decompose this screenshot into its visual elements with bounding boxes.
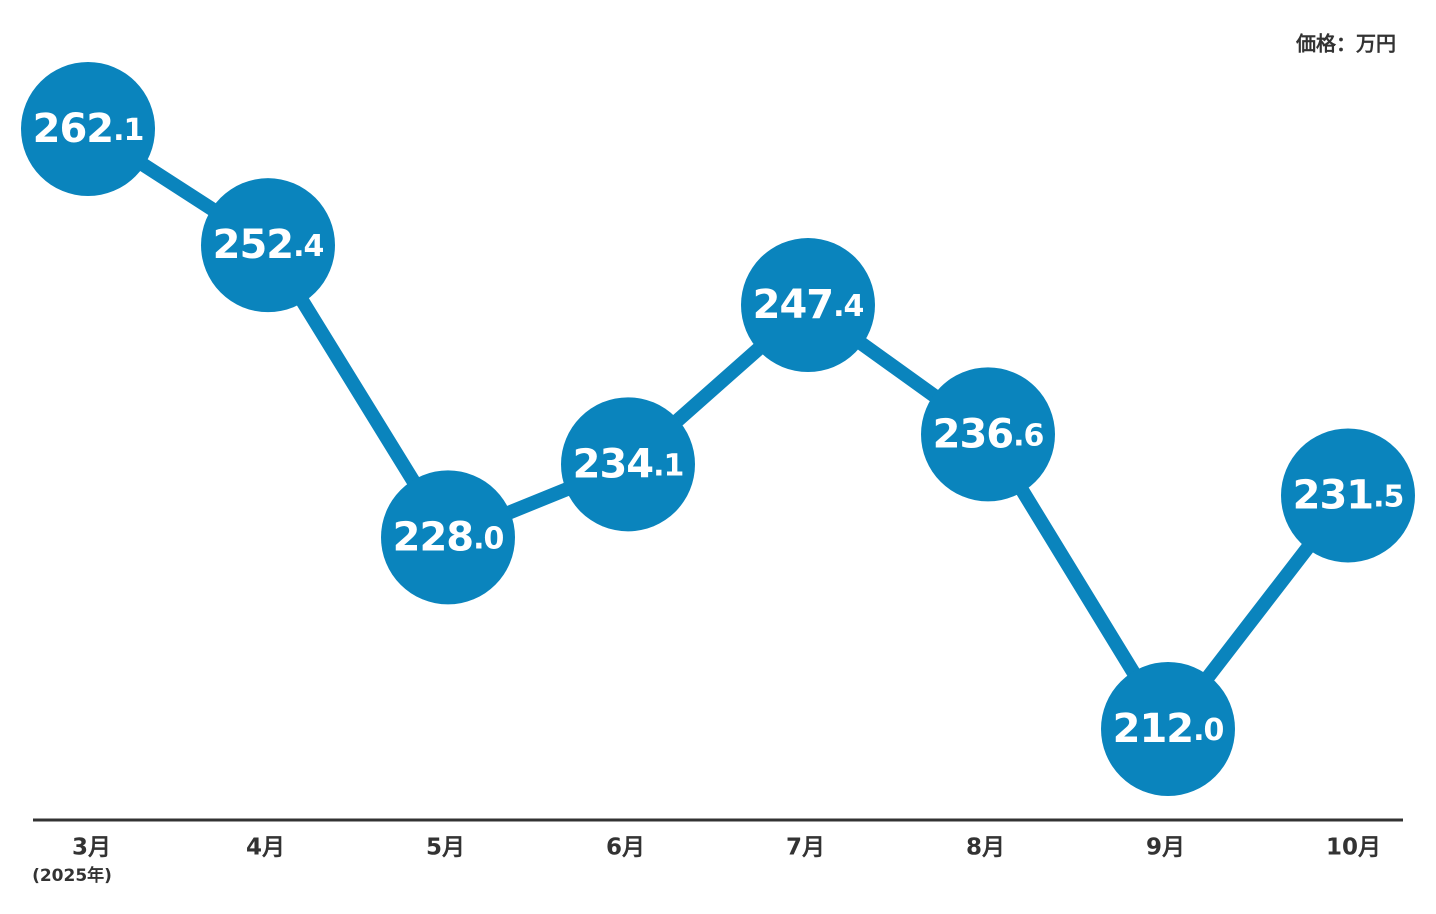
- value-dec: .5: [1373, 479, 1403, 514]
- value-dec: .1: [653, 448, 683, 483]
- x-tick-label: 3月: [72, 835, 111, 861]
- value-int: 262: [33, 106, 114, 152]
- value-int: 212: [1113, 706, 1194, 752]
- value-label: 252.4: [213, 222, 324, 268]
- point: [741, 238, 875, 373]
- value-dec: .0: [473, 521, 503, 556]
- value-int: 247: [753, 282, 834, 328]
- x-tick-label: 6月: [606, 835, 645, 861]
- value-label: 231.5: [1293, 472, 1404, 518]
- value-int: 228: [393, 514, 474, 560]
- value-dec: .6: [1013, 418, 1043, 453]
- value-label: 236.6: [933, 411, 1044, 457]
- point: [381, 470, 515, 605]
- value-dec: .4: [293, 229, 323, 264]
- point: [201, 178, 335, 313]
- value-label: 228.0: [393, 514, 504, 560]
- value-int: 231: [1293, 472, 1374, 518]
- category-note: (2025年): [32, 865, 112, 886]
- value-label: 247.4: [753, 282, 864, 328]
- x-tick-label: 7月: [786, 835, 825, 861]
- x-tick-label: 5月: [426, 835, 465, 861]
- value-int: 234: [573, 441, 654, 487]
- value-label: 234.1: [573, 441, 684, 487]
- point: [1101, 662, 1235, 796]
- value-int: 252: [213, 222, 294, 268]
- point: [21, 62, 155, 196]
- x-tick-label: 4月: [246, 835, 285, 861]
- value-dec: .1: [113, 113, 143, 148]
- value-label: 212.0: [1113, 706, 1224, 752]
- x-tick-label: 9月: [1146, 835, 1185, 861]
- x-tick-label: 8月: [966, 835, 1005, 861]
- x-tick-label: 10月: [1326, 835, 1381, 861]
- value-dec: .4: [833, 289, 863, 324]
- point: [921, 367, 1055, 502]
- point: [561, 397, 695, 532]
- value-label: 262.1: [33, 106, 144, 152]
- value-int: 236: [933, 411, 1014, 457]
- point: [1281, 428, 1415, 563]
- value-dec: .0: [1193, 713, 1223, 748]
- unit-label: 価格：万円: [1295, 32, 1396, 56]
